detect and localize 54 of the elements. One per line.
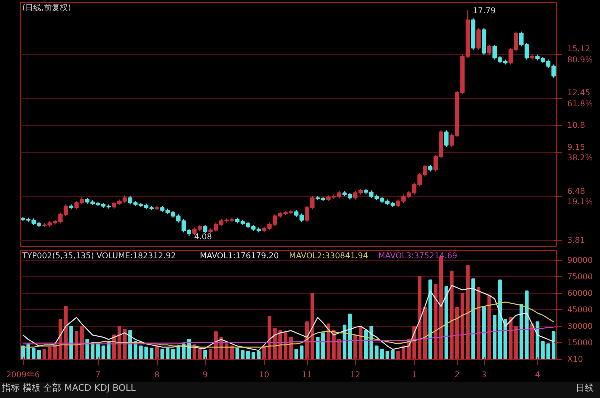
x-tick-label: 12 [350, 370, 361, 380]
bar [396, 351, 400, 360]
line-series [22, 302, 554, 348]
candlestick [444, 130, 449, 148]
annotation: 4.08 [194, 232, 212, 242]
y-tick-label: 9.15 38.2% [568, 142, 594, 163]
y-tick-label: 6.48 19.1% [568, 186, 594, 207]
x-tick-label: 2 [454, 370, 460, 380]
chart-title: TYP002(5,35,135) VOLUME:182312.92 [22, 252, 176, 260]
y-tick-label: 10.8 [568, 121, 586, 130]
y-tick-label: 3.81 [568, 236, 586, 246]
x-tick-label: 2009年6 [6, 370, 40, 380]
bar [493, 314, 497, 360]
bar [70, 326, 74, 360]
text: MAVOL1:176179.20 [200, 252, 280, 260]
chart-title: (日线,前复权) [22, 4, 72, 12]
bar [434, 284, 438, 360]
annotation: 17.79 [473, 6, 496, 16]
bar [472, 278, 476, 360]
x-tick-label: 8 [154, 370, 160, 380]
x-tick-label: 10 [259, 370, 270, 380]
candlestick [482, 28, 486, 56]
x-tick-label: 9 [202, 370, 208, 380]
y-tick-label: 12.45 61.8% [568, 88, 594, 108]
x-tick-label: 1 [412, 370, 418, 380]
y-tick-label: 75000 [568, 272, 593, 282]
text: MAVOL3:375214.69 [378, 252, 458, 260]
bar [80, 326, 84, 360]
x-tick-label: 11 [302, 370, 312, 380]
y-tick-label: 90000 [568, 256, 593, 265]
bar [171, 349, 176, 360]
x-tick-label: 7 [96, 370, 101, 380]
bar [428, 280, 432, 360]
y-tick-label: 60000 [568, 288, 593, 298]
bar [482, 306, 486, 360]
y-tick-label: X10 [568, 355, 584, 364]
y-tick-label: 15000 [568, 338, 593, 348]
bar [204, 350, 208, 360]
x-tick-label: 3 [482, 370, 487, 380]
candlestick [487, 44, 492, 56]
bar [208, 349, 213, 360]
text: 指标 模板 全部 MACD KDJ BOLL [2, 383, 136, 396]
line-series [22, 327, 554, 345]
x-tick-label: 4 [535, 370, 540, 380]
y-tick-label: 45000 [568, 305, 593, 314]
y-tick-label: 30000 [568, 322, 593, 331]
bar [37, 350, 42, 360]
line-series [22, 285, 554, 352]
bar [476, 287, 481, 360]
text: MAVOL2:330841.94 [289, 252, 368, 260]
text: 日线 [576, 383, 594, 396]
y-tick-label: 15.12 80.9% [568, 44, 594, 64]
candlestick [476, 28, 481, 50]
bar [488, 295, 492, 360]
